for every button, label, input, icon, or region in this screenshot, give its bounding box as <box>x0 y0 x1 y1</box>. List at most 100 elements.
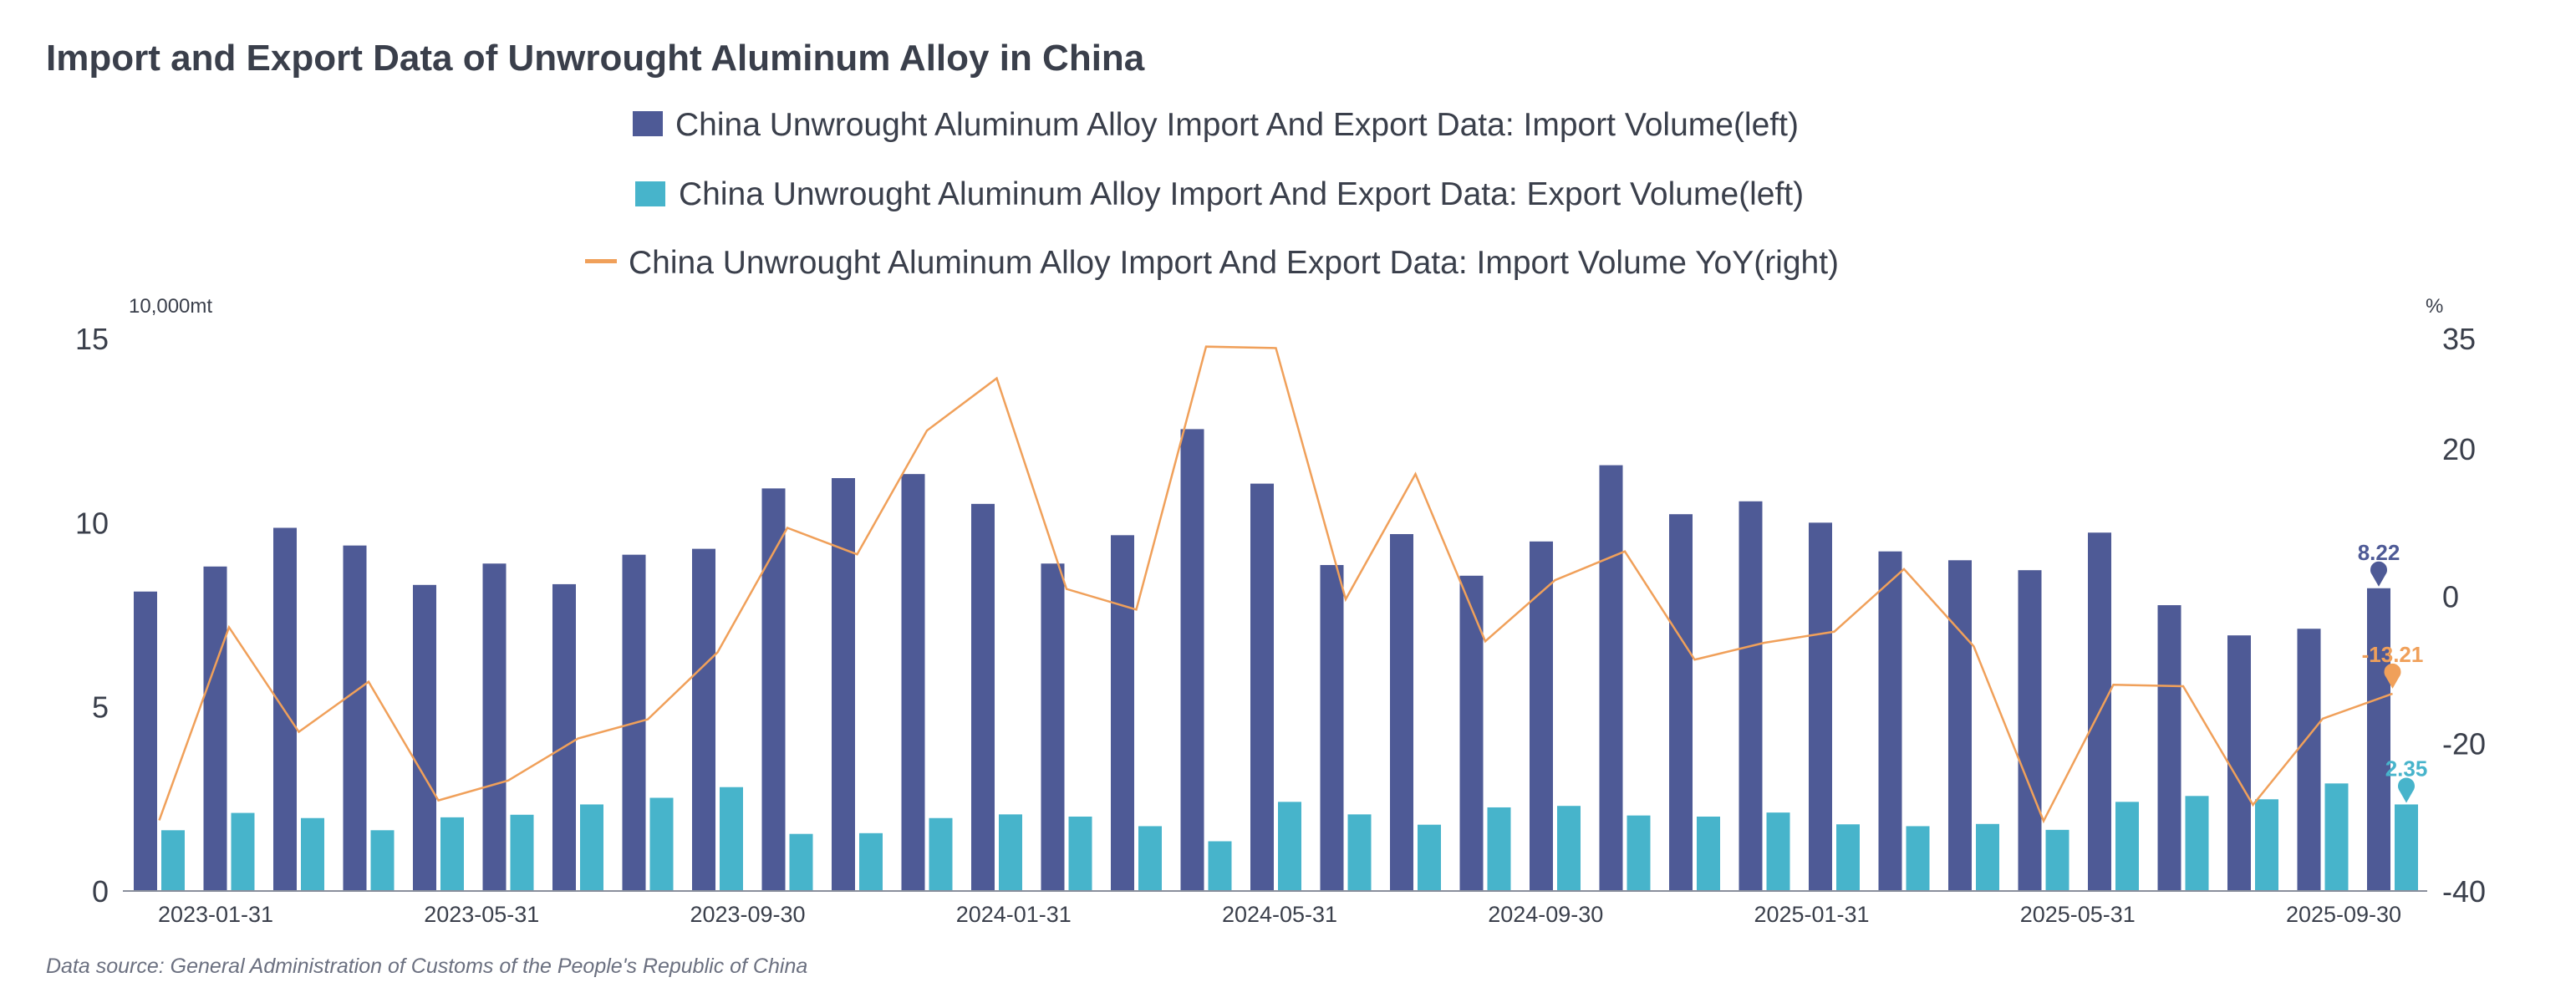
data-labels: 8.22 2.35 -13.21 <box>2358 540 2428 803</box>
import-bar <box>1669 514 1693 891</box>
export-bar <box>161 830 185 891</box>
export-bar <box>1836 824 1860 891</box>
import-bar <box>901 474 925 891</box>
x-tick-label: 2024-01-31 <box>956 902 1072 927</box>
yoy-line <box>158 345 2393 824</box>
right-tick-label: 0 <box>2442 579 2459 614</box>
x-tick-label: 2023-09-30 <box>690 902 805 927</box>
import-bar <box>552 583 576 891</box>
left-axis-unit: 10,000mt <box>129 295 212 318</box>
left-tick-label: 10 <box>75 506 109 540</box>
import-bar <box>1390 533 1413 891</box>
export-bar <box>370 830 395 891</box>
export-bar <box>2045 829 2069 891</box>
import-bar <box>1948 560 1972 891</box>
import-bar <box>1320 565 1344 891</box>
export-bar <box>1418 824 1441 891</box>
import-bar <box>2227 635 2251 891</box>
import-bar <box>343 545 367 891</box>
export-bar <box>1347 814 1372 891</box>
right-axis-unit: % <box>2426 295 2443 318</box>
import-bar <box>2018 570 2042 891</box>
export-bar <box>789 833 813 891</box>
import-bar <box>1530 541 1553 891</box>
export-bar <box>1976 823 1999 891</box>
import-bar <box>761 488 786 891</box>
export-bar <box>1487 807 1511 891</box>
right-tick-label: 20 <box>2442 432 2476 466</box>
export-bar <box>1208 841 1232 891</box>
legend-item-export[interactable]: China Unwrought Aluminum Alloy Import An… <box>635 176 1804 212</box>
import-bar <box>832 478 855 891</box>
export-bar <box>720 787 743 891</box>
export-bar <box>2255 799 2278 891</box>
export-bar <box>999 814 1022 891</box>
export-bar <box>929 817 953 891</box>
export-bar <box>231 812 255 891</box>
legend-swatch-import <box>633 111 663 136</box>
export-bar <box>859 832 883 891</box>
import-bar <box>2297 629 2321 891</box>
export-bar <box>440 817 464 891</box>
data-source: Data source: General Administration of C… <box>46 955 807 978</box>
right-tick-label: -40 <box>2442 874 2486 909</box>
left-tick-label: 0 <box>92 874 109 909</box>
x-axis: 2023-01-31 2023-05-31 2023-09-30 2024-01-31… <box>158 902 2401 927</box>
left-axis: 0 5 10 15 <box>75 322 109 909</box>
x-tick-label: 2025-09-30 <box>2286 902 2401 927</box>
left-tick-label: 15 <box>75 322 109 356</box>
export-bar <box>510 814 534 891</box>
import-bar <box>1459 575 1484 891</box>
export-bar <box>2395 804 2418 891</box>
right-tick-label: -20 <box>2442 727 2486 761</box>
x-tick-label: 2025-01-31 <box>1754 902 1869 927</box>
export-bar <box>1766 812 1790 891</box>
import-bar <box>1041 563 1065 891</box>
legend-label-yoy: China Unwrought Aluminum Alloy Import An… <box>629 245 1839 281</box>
legend-swatch-export <box>635 181 665 206</box>
chart-title: Import and Export Data of Unwrought Alum… <box>46 38 1145 79</box>
import-bar <box>2157 605 2181 891</box>
x-tick-label: 2024-09-30 <box>1488 902 1603 927</box>
import-bar <box>692 548 715 891</box>
bars <box>134 429 2418 891</box>
import-bar <box>1599 465 1623 891</box>
import-bar <box>1111 535 1134 891</box>
import-bar <box>482 563 507 891</box>
export-last-label-marker <box>2398 777 2416 803</box>
export-bar <box>2324 783 2349 891</box>
left-tick-label: 5 <box>92 690 109 725</box>
export-bar <box>1697 816 1720 891</box>
legend-swatch-yoy <box>585 259 617 263</box>
import-last-label: 8.22 <box>2358 540 2400 565</box>
x-tick-label: 2023-01-31 <box>158 902 273 927</box>
import-bar <box>203 566 227 891</box>
import-bar <box>1180 429 1204 891</box>
export-bar <box>301 817 324 891</box>
yoy-last-label-marker <box>2384 663 2401 689</box>
export-bar <box>2185 796 2209 891</box>
legend-label-export: China Unwrought Aluminum Alloy Import An… <box>679 176 1804 212</box>
import-bar <box>134 591 157 891</box>
yoy-last-label: -13.21 <box>2362 642 2424 667</box>
import-bar <box>971 503 995 891</box>
x-tick-label: 2023-05-31 <box>424 902 539 927</box>
export-bar <box>1278 802 1301 891</box>
right-axis: -40 -20 0 20 35 <box>2442 322 2486 909</box>
export-bar <box>649 797 674 891</box>
import-bar <box>1739 501 1763 891</box>
export-last-label: 2.35 <box>2385 756 2428 781</box>
import-last-label-marker <box>2370 561 2387 587</box>
import-bar <box>1809 522 1832 891</box>
export-bar <box>1068 816 1092 891</box>
export-bar <box>1906 826 1930 891</box>
legend: China Unwrought Aluminum Alloy Import An… <box>585 107 1839 281</box>
x-tick-label: 2024-05-31 <box>1222 902 1337 927</box>
export-bar <box>2115 802 2139 891</box>
import-bar <box>413 584 436 891</box>
legend-item-yoy[interactable]: China Unwrought Aluminum Alloy Import An… <box>585 245 1839 281</box>
export-bar <box>1627 815 1651 891</box>
legend-item-import[interactable]: China Unwrought Aluminum Alloy Import An… <box>633 107 1799 143</box>
x-tick-label: 2025-05-31 <box>2020 902 2136 927</box>
